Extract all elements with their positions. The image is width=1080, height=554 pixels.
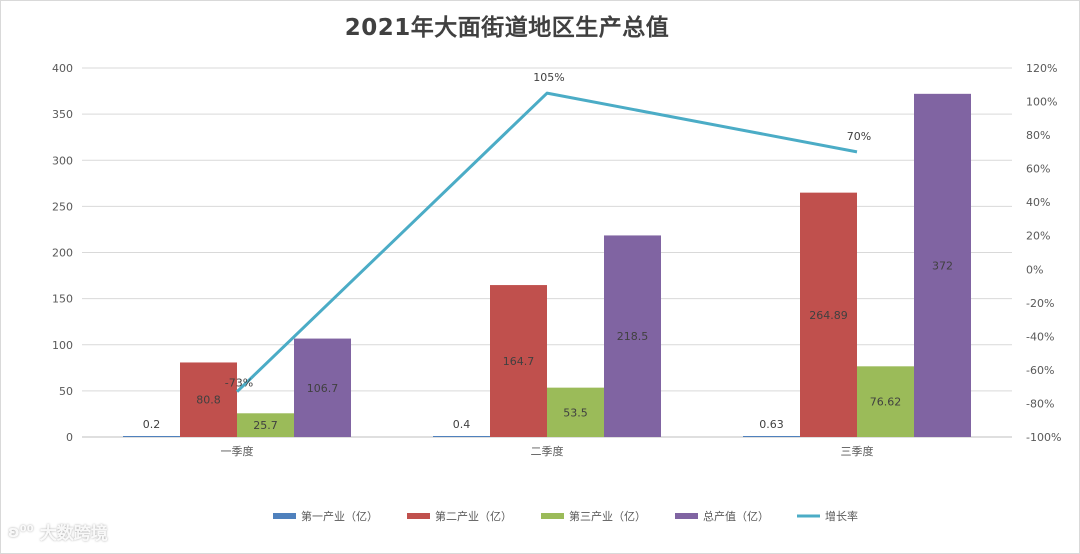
y-tick-label: 100 [52, 339, 73, 352]
watermark-text: 大数跨境 [39, 524, 108, 544]
x-tick-label: 三季度 [841, 444, 874, 458]
y-tick-label: 0 [66, 431, 73, 444]
y2-tick-label: 0% [1026, 263, 1043, 276]
data-label: 372 [932, 259, 953, 272]
y-tick-label: 300 [52, 154, 73, 167]
watermark-logo-icon: ʚ⁰⁰ [8, 522, 34, 541]
data-label: 218.5 [617, 330, 649, 343]
legend-label: 增长率 [825, 509, 858, 523]
data-label: 164.7 [503, 355, 535, 368]
data-label: 80.8 [196, 394, 221, 407]
legend-label: 第三产业（亿） [569, 509, 646, 523]
y2-tick-label: -100% [1026, 431, 1061, 444]
line-layer [235, 91, 858, 393]
data-label: 53.5 [563, 406, 588, 419]
data-label: 76.62 [870, 396, 902, 409]
watermark: ʚ⁰⁰ 大数跨境 [8, 519, 108, 544]
axis-layer: 0 50 100 150 200 250 300 350 400 -100% -80% -60% -40… [52, 62, 1061, 458]
legend-swatch [541, 513, 564, 519]
line-data-label: 70% [847, 130, 871, 143]
y2-tick-label: 100% [1026, 96, 1057, 109]
data-label: 0.2 [143, 418, 161, 431]
legend: 第一产业（亿） 第二产业（亿） 第三产业（亿） 总产值（亿） 增长率 [273, 509, 858, 523]
y2-tick-label: 20% [1026, 230, 1050, 243]
bar [123, 436, 180, 437]
bar [604, 235, 661, 437]
y2-tick-label: 40% [1026, 196, 1050, 209]
legend-label: 第二产业（亿） [435, 509, 512, 523]
legend-swatch [273, 513, 296, 519]
y2-tick-label: 80% [1026, 129, 1050, 142]
data-label: 0.4 [453, 418, 471, 431]
x-tick-label: 二季度 [531, 444, 564, 458]
line-data-label: 105% [533, 71, 564, 84]
y-tick-label: 150 [52, 293, 73, 306]
y2-tick-label: 120% [1026, 62, 1057, 75]
chart-title: 2021年大面街道地区生产总值 [344, 15, 670, 41]
data-label: 0.63 [759, 418, 784, 431]
data-label: 106.7 [307, 382, 339, 395]
bar [237, 413, 294, 437]
y-tick-label: 50 [59, 385, 73, 398]
legend-label: 总产值（亿） [703, 509, 769, 523]
series-line [235, 91, 858, 393]
y-tick-label: 350 [52, 108, 73, 121]
y2-tick-label: -20% [1026, 297, 1054, 310]
y-tick-label: 250 [52, 200, 73, 213]
y2-tick-label: -60% [1026, 364, 1054, 377]
data-label: 25.7 [253, 419, 278, 432]
y2-tick-label: -80% [1026, 397, 1054, 410]
line-data-label: -73% [225, 377, 253, 390]
bar [800, 192, 857, 437]
bar [294, 338, 351, 437]
bar [857, 366, 914, 437]
y-tick-label: 400 [52, 62, 73, 75]
legend-label: 第一产业（亿） [301, 509, 378, 523]
data-label: 264.89 [809, 309, 848, 322]
y2-tick-label: -40% [1026, 330, 1054, 343]
bar [490, 285, 547, 437]
bar [180, 362, 237, 437]
legend-swatch [407, 513, 430, 519]
bar [547, 387, 604, 437]
bar [433, 436, 490, 437]
legend-swatch [675, 513, 698, 519]
label-layer: 0.2 0.4 0.63 80.8 164.7 264.89 25.7 53.5 76.62 10… [143, 71, 953, 432]
y-tick-label: 200 [52, 247, 73, 260]
bar [743, 436, 800, 437]
bar-layer [123, 93, 971, 437]
y2-tick-label: 60% [1026, 163, 1050, 176]
x-tick-label: 一季度 [221, 444, 254, 458]
bar [914, 93, 971, 437]
